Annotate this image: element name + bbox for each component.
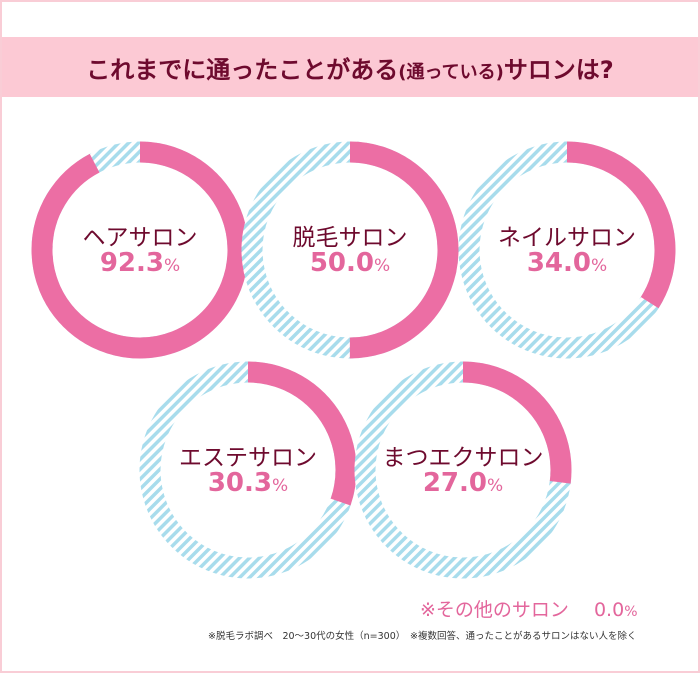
donut-ring bbox=[458, 141, 676, 359]
donut-label: ネイルサロン bbox=[498, 225, 636, 251]
title-tail: サロンは? bbox=[503, 55, 614, 84]
title-band: これまでに通ったことがある(通っている)サロンは? bbox=[2, 37, 698, 97]
other-salon-note: ※その他のサロン 0.0% bbox=[420, 599, 638, 621]
donut-label: エステサロン bbox=[179, 445, 317, 471]
donut-ring bbox=[241, 141, 459, 359]
donut-value: 30.3% bbox=[207, 468, 289, 498]
donut-value: 34.0% bbox=[526, 248, 608, 278]
donut-eyelash-salon: まつエクサロン 27.0% bbox=[353, 360, 573, 580]
donut-ring bbox=[31, 141, 249, 359]
footnote: ※脱毛ラボ調べ 20〜30代の女性（n=300） ※複数回答、通ったことがあるサ… bbox=[208, 631, 637, 642]
donut-ring bbox=[354, 361, 572, 579]
donut-esthetic-salon: エステサロン 30.3% bbox=[138, 360, 358, 580]
donut-label: ヘアサロン bbox=[82, 225, 198, 251]
other-label: ※その他のサロン bbox=[420, 599, 569, 621]
donut-label: 脱毛サロン bbox=[292, 225, 408, 251]
donut-hair-salon: ヘアサロン 92.3% bbox=[30, 140, 250, 360]
title-main: これまでに通ったことがある bbox=[86, 55, 399, 84]
donut-nail-salon: ネイルサロン 34.0% bbox=[457, 140, 677, 360]
title-paren: (通っている) bbox=[398, 61, 504, 83]
other-value: 0.0 bbox=[593, 599, 625, 621]
donut-value: 27.0% bbox=[422, 468, 504, 498]
donut-value: 92.3% bbox=[99, 248, 181, 278]
donut-hair-removal-salon: 脱毛サロン 50.0% bbox=[240, 140, 460, 360]
donut-ring bbox=[139, 361, 357, 579]
donut-label: まつエクサロン bbox=[382, 445, 544, 471]
chart-title: これまでに通ったことがある(通っている)サロンは? bbox=[86, 50, 613, 85]
donut-value: 50.0% bbox=[309, 248, 391, 278]
